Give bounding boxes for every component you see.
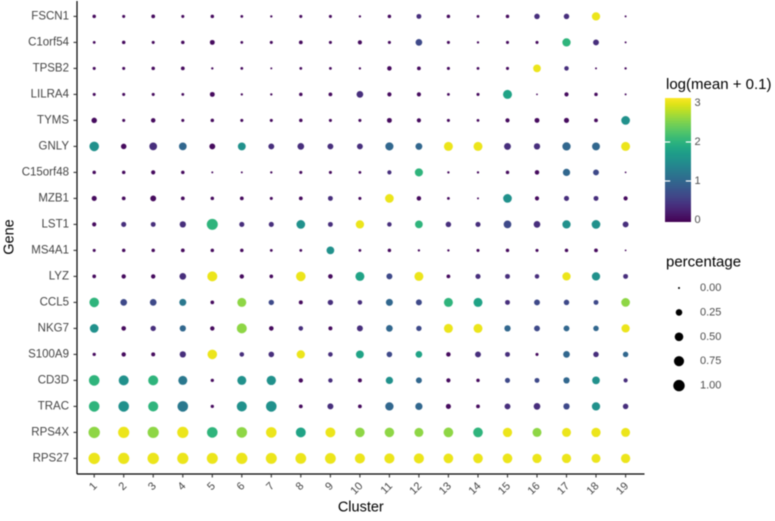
svg-text:0.25: 0.25 <box>700 306 721 318</box>
svg-text:log(mean + 0.1): log(mean + 0.1) <box>666 76 771 93</box>
svg-text:0: 0 <box>695 214 701 226</box>
svg-text:C15orf48: C15orf48 <box>22 166 69 178</box>
svg-text:CCL5: CCL5 <box>40 296 69 308</box>
svg-text:percentage: percentage <box>666 254 741 271</box>
svg-text:Cluster: Cluster <box>338 500 384 516</box>
svg-text:1: 1 <box>695 175 701 187</box>
svg-text:NKG7: NKG7 <box>38 322 69 334</box>
svg-text:TRAC: TRAC <box>38 400 69 412</box>
svg-text:MZB1: MZB1 <box>38 192 69 204</box>
svg-text:LILRA4: LILRA4 <box>31 88 70 100</box>
svg-text:2: 2 <box>695 136 701 148</box>
svg-text:GNLY: GNLY <box>39 140 70 152</box>
svg-text:S100A9: S100A9 <box>28 348 69 360</box>
svg-text:TYMS: TYMS <box>37 114 69 126</box>
svg-text:0.00: 0.00 <box>700 282 721 294</box>
svg-text:FSCN1: FSCN1 <box>31 10 69 22</box>
svg-text:RPS27: RPS27 <box>33 452 69 464</box>
svg-text:0.75: 0.75 <box>700 355 721 367</box>
svg-text:C1orf54: C1orf54 <box>28 36 70 48</box>
svg-text:3: 3 <box>695 97 701 109</box>
svg-text:1.00: 1.00 <box>700 380 721 392</box>
svg-text:TPSB2: TPSB2 <box>33 62 69 74</box>
svg-text:CD3D: CD3D <box>38 374 69 386</box>
svg-text:LST1: LST1 <box>42 218 70 230</box>
svg-text:Gene: Gene <box>2 219 18 254</box>
svg-text:LYZ: LYZ <box>49 270 69 282</box>
svg-text:0.50: 0.50 <box>700 331 721 343</box>
svg-text:RPS4X: RPS4X <box>31 426 69 438</box>
svg-text:MS4A1: MS4A1 <box>31 244 69 256</box>
